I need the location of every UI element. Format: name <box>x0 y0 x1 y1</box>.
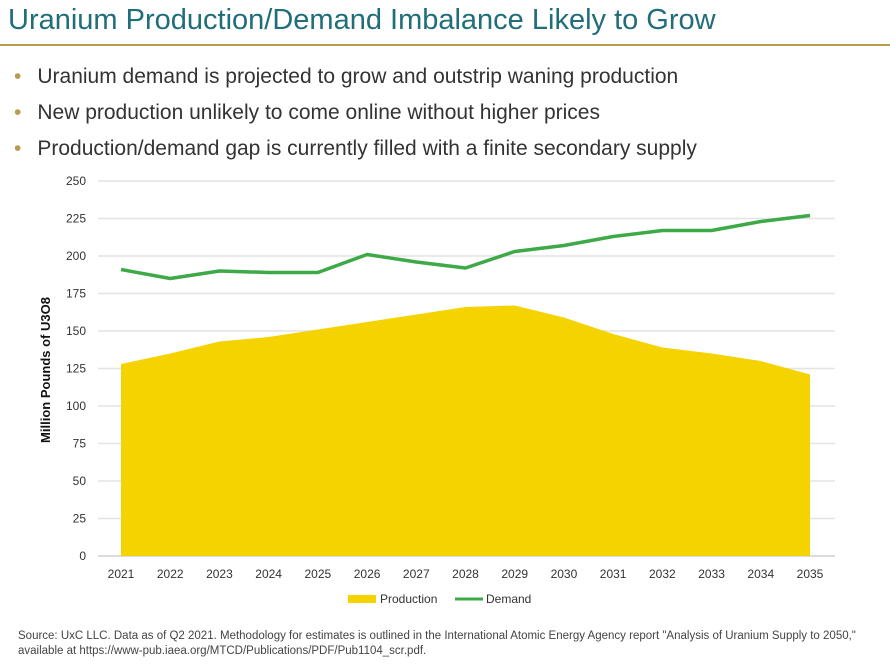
x-tick-label: 2028 <box>452 567 479 581</box>
x-tick-label: 2029 <box>501 567 528 581</box>
slide-title: Uranium Production/Demand Imbalance Like… <box>8 4 716 36</box>
legend-production-swatch <box>348 595 376 603</box>
x-tick-label: 2031 <box>600 567 627 581</box>
y-tick-label: 125 <box>66 362 86 376</box>
x-tick-label: 2026 <box>354 567 381 581</box>
bullet-item: • Production/demand gap is currently fill… <box>14 137 697 160</box>
x-tick-label: 2035 <box>797 567 824 581</box>
y-tick-label: 225 <box>66 212 86 226</box>
bullet-text: Production/demand gap is currently fille… <box>37 137 697 160</box>
title-divider <box>0 44 890 46</box>
x-tick-label: 2025 <box>305 567 332 581</box>
bullet-list: • Uranium demand is projected to grow and… <box>14 60 697 168</box>
x-tick-label: 2023 <box>206 567 233 581</box>
y-tick-label: 100 <box>66 399 86 413</box>
legend-production-label: Production <box>380 592 437 606</box>
y-tick-label: 200 <box>66 249 86 263</box>
y-tick-label: 250 <box>66 174 86 188</box>
x-tick-label: 2022 <box>157 567 184 581</box>
production-area <box>121 305 810 556</box>
bullet-text: Uranium demand is projected to grow and … <box>37 65 679 88</box>
x-tick-label: 2033 <box>698 567 725 581</box>
y-tick-label: 175 <box>66 287 86 301</box>
y-tick-label: 0 <box>79 549 86 563</box>
x-tick-label: 2027 <box>403 567 430 581</box>
demand-line <box>120 213 811 281</box>
bullet-text: New production unlikely to come online w… <box>37 101 600 124</box>
bullet-item: • Uranium demand is projected to grow and… <box>14 65 679 88</box>
x-tick-label: 2030 <box>551 567 578 581</box>
x-tick-label: 2034 <box>747 567 774 581</box>
y-tick-label: 150 <box>66 324 86 338</box>
x-tick-label: 2024 <box>255 567 282 581</box>
bullet-item: • New production unlikely to come online … <box>14 101 600 124</box>
x-tick-label: 2032 <box>649 567 676 581</box>
source-note: Source: UxC LLC. Data as of Q2 2021. Met… <box>18 630 856 657</box>
y-axis-label: Million Pounds of U3O8 <box>38 297 53 443</box>
x-tick-label: 2021 <box>108 567 135 581</box>
y-tick-label: 50 <box>73 474 87 488</box>
y-tick-label: 75 <box>73 437 87 451</box>
legend-demand-label: Demand <box>486 592 531 606</box>
y-tick-label: 25 <box>73 512 87 526</box>
